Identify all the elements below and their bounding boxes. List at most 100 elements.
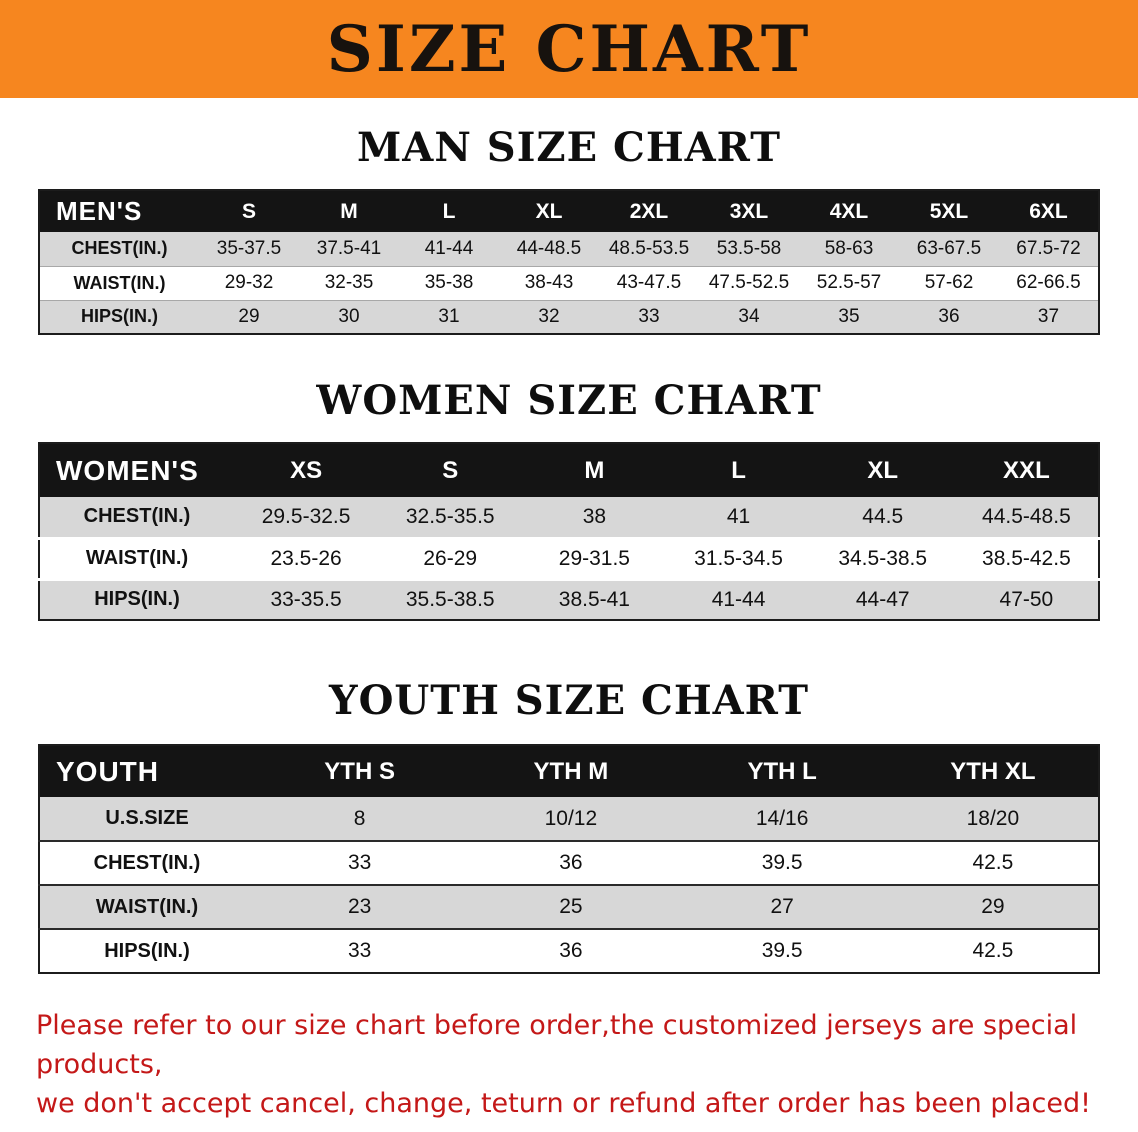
- cell: 31.5-34.5: [666, 538, 811, 581]
- cell: 38.5-42.5: [954, 538, 1099, 581]
- cell: 29: [887, 885, 1099, 930]
- size-col-header: M: [299, 190, 399, 232]
- cell: 32: [499, 300, 599, 334]
- cell: 39.5: [676, 841, 888, 886]
- cell: 41: [666, 497, 811, 540]
- cell: 37.5-41: [299, 232, 399, 267]
- size-col-header: 5XL: [899, 190, 999, 232]
- women-header-row: WOMEN'S XS S M L XL XXL: [39, 443, 1099, 497]
- cell: 29.5-32.5: [234, 497, 379, 540]
- women-table-title: WOMEN'S: [39, 443, 234, 497]
- row-label: WAIST(IN.): [39, 266, 199, 301]
- row-label: HIPS(IN.): [39, 300, 199, 334]
- cell: 35-37.5: [199, 232, 299, 267]
- row-label: CHEST(IN.): [39, 841, 254, 886]
- row-label: WAIST(IN.): [39, 885, 254, 930]
- cell: 47-50: [954, 579, 1099, 620]
- cell: 44-48.5: [499, 232, 599, 267]
- cell: 30: [299, 300, 399, 334]
- size-col-header: YTH L: [676, 745, 888, 797]
- cell: 29-31.5: [522, 538, 667, 581]
- women-size-table: WOMEN'S XS S M L XL XXL CHEST(IN.) 29.5-…: [38, 442, 1100, 621]
- size-col-header: YTH M: [465, 745, 677, 797]
- women-waist-row: WAIST(IN.) 23.5-26 26-29 29-31.5 31.5-34…: [39, 538, 1099, 581]
- men-hips-row: HIPS(IN.) 29 30 31 32 33 34 35 36 37: [39, 300, 1099, 334]
- cell: 32.5-35.5: [378, 497, 523, 540]
- cell: 35-38: [399, 266, 499, 301]
- cell: 63-67.5: [899, 232, 999, 267]
- size-col-header: XS: [234, 443, 379, 497]
- disclaimer-line-2: we don't accept cancel, change, teturn o…: [36, 1088, 1091, 1120]
- men-header-row: MEN'S S M L XL 2XL 3XL 4XL 5XL 6XL: [39, 190, 1099, 232]
- women-chest-row: CHEST(IN.) 29.5-32.5 32.5-35.5 38 41 44.…: [39, 497, 1099, 540]
- cell: 31: [399, 300, 499, 334]
- row-label: HIPS(IN.): [39, 929, 254, 973]
- youth-hips-row: HIPS(IN.) 33 36 39.5 42.5: [39, 929, 1099, 973]
- banner-title: SIZE CHART: [326, 11, 812, 87]
- cell: 8: [254, 797, 466, 842]
- cell: 35: [799, 300, 899, 334]
- size-col-header: XL: [499, 190, 599, 232]
- row-label: HIPS(IN.): [39, 579, 234, 620]
- men-chest-row: CHEST(IN.) 35-37.5 37.5-41 41-44 44-48.5…: [39, 232, 1099, 267]
- cell: 18/20: [887, 797, 1099, 842]
- size-col-header: M: [522, 443, 667, 497]
- disclaimer-line-1: Please refer to our size chart before or…: [36, 1010, 1078, 1081]
- cell: 34: [699, 300, 799, 334]
- cell: 48.5-53.5: [599, 232, 699, 267]
- youth-header-row: YOUTH YTH S YTH M YTH L YTH XL: [39, 745, 1099, 797]
- cell: 27: [676, 885, 888, 930]
- cell: 62-66.5: [999, 266, 1099, 301]
- row-label: CHEST(IN.): [39, 497, 234, 540]
- cell: 36: [465, 929, 677, 973]
- size-col-header: S: [199, 190, 299, 232]
- youth-ussize-row: U.S.SIZE 8 10/12 14/16 18/20: [39, 797, 1099, 842]
- cell: 29-32: [199, 266, 299, 301]
- cell: 44-47: [810, 579, 955, 620]
- cell: 33: [599, 300, 699, 334]
- men-section-heading: MAN SIZE CHART: [357, 124, 781, 171]
- cell: 39.5: [676, 929, 888, 973]
- size-col-header: 3XL: [699, 190, 799, 232]
- cell: 26-29: [378, 538, 523, 581]
- cell: 29: [199, 300, 299, 334]
- cell: 41-44: [666, 579, 811, 620]
- youth-waist-row: WAIST(IN.) 23 25 27 29: [39, 885, 1099, 930]
- youth-section-heading: YOUTH SIZE CHART: [329, 677, 809, 724]
- cell: 34.5-38.5: [810, 538, 955, 581]
- cell: 47.5-52.5: [699, 266, 799, 301]
- cell: 36: [465, 841, 677, 886]
- cell: 33: [254, 841, 466, 886]
- men-waist-row: WAIST(IN.) 29-32 32-35 35-38 38-43 43-47…: [39, 266, 1099, 301]
- men-size-table: MEN'S S M L XL 2XL 3XL 4XL 5XL 6XL CHEST…: [38, 189, 1100, 335]
- cell: 52.5-57: [799, 266, 899, 301]
- cell: 58-63: [799, 232, 899, 267]
- cell: 38: [522, 497, 667, 540]
- cell: 38.5-41: [522, 579, 667, 620]
- women-section-heading: WOMEN SIZE CHART: [316, 377, 822, 424]
- cell: 67.5-72: [999, 232, 1099, 267]
- youth-size-table: YOUTH YTH S YTH M YTH L YTH XL U.S.SIZE …: [38, 744, 1100, 974]
- cell: 38-43: [499, 266, 599, 301]
- cell: 33: [254, 929, 466, 973]
- women-hips-row: HIPS(IN.) 33-35.5 35.5-38.5 38.5-41 41-4…: [39, 579, 1099, 620]
- cell: 43-47.5: [599, 266, 699, 301]
- cell: 32-35: [299, 266, 399, 301]
- disclaimer: Please refer to our size chart before or…: [36, 1006, 1138, 1123]
- size-col-header: L: [666, 443, 811, 497]
- row-label: U.S.SIZE: [39, 797, 254, 842]
- cell: 33-35.5: [234, 579, 379, 620]
- size-col-header: 6XL: [999, 190, 1099, 232]
- cell: 10/12: [465, 797, 677, 842]
- cell: 53.5-58: [699, 232, 799, 267]
- cell: 35.5-38.5: [378, 579, 523, 620]
- size-chart-banner: SIZE CHART: [0, 0, 1138, 98]
- row-label: CHEST(IN.): [39, 232, 199, 267]
- cell: 23.5-26: [234, 538, 379, 581]
- men-table-title: MEN'S: [39, 190, 199, 232]
- cell: 44.5: [810, 497, 955, 540]
- row-label: WAIST(IN.): [39, 538, 234, 581]
- size-col-header: 4XL: [799, 190, 899, 232]
- cell: 23: [254, 885, 466, 930]
